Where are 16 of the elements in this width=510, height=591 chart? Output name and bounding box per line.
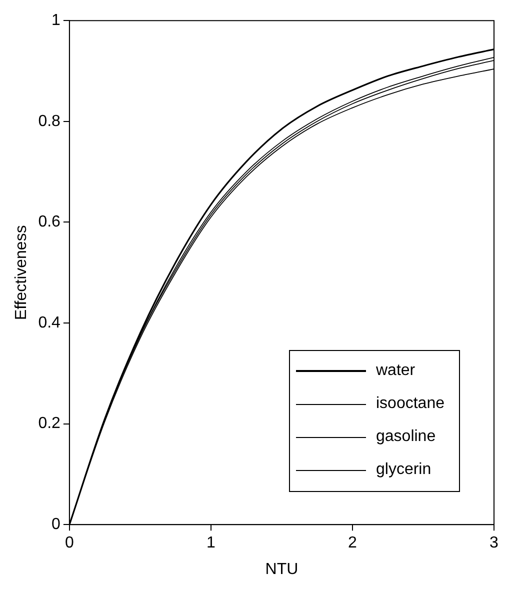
y-tick-label: 0.8 [38, 112, 61, 130]
x-tick-label: 0 [64, 534, 74, 552]
legend-label: gasoline [376, 428, 436, 446]
y-axis-title: Effectiveness [13, 225, 30, 320]
y-tick-label: 1 [52, 12, 61, 30]
legend-label: glycerin [376, 461, 432, 480]
x-tick-label: 3 [490, 534, 499, 552]
legend-label: water [376, 362, 416, 380]
legend-label: isooctane [376, 395, 444, 414]
y-tick-label: 0 [52, 516, 61, 534]
x-axis-title: NTU [265, 560, 298, 578]
y-tick-label: 0.4 [38, 314, 61, 332]
x-tick-label: 2 [348, 534, 358, 552]
y-tick-label: 0.6 [38, 214, 61, 231]
y-tick-label: 0.2 [38, 415, 61, 432]
x-tick-label: 1 [206, 534, 216, 552]
